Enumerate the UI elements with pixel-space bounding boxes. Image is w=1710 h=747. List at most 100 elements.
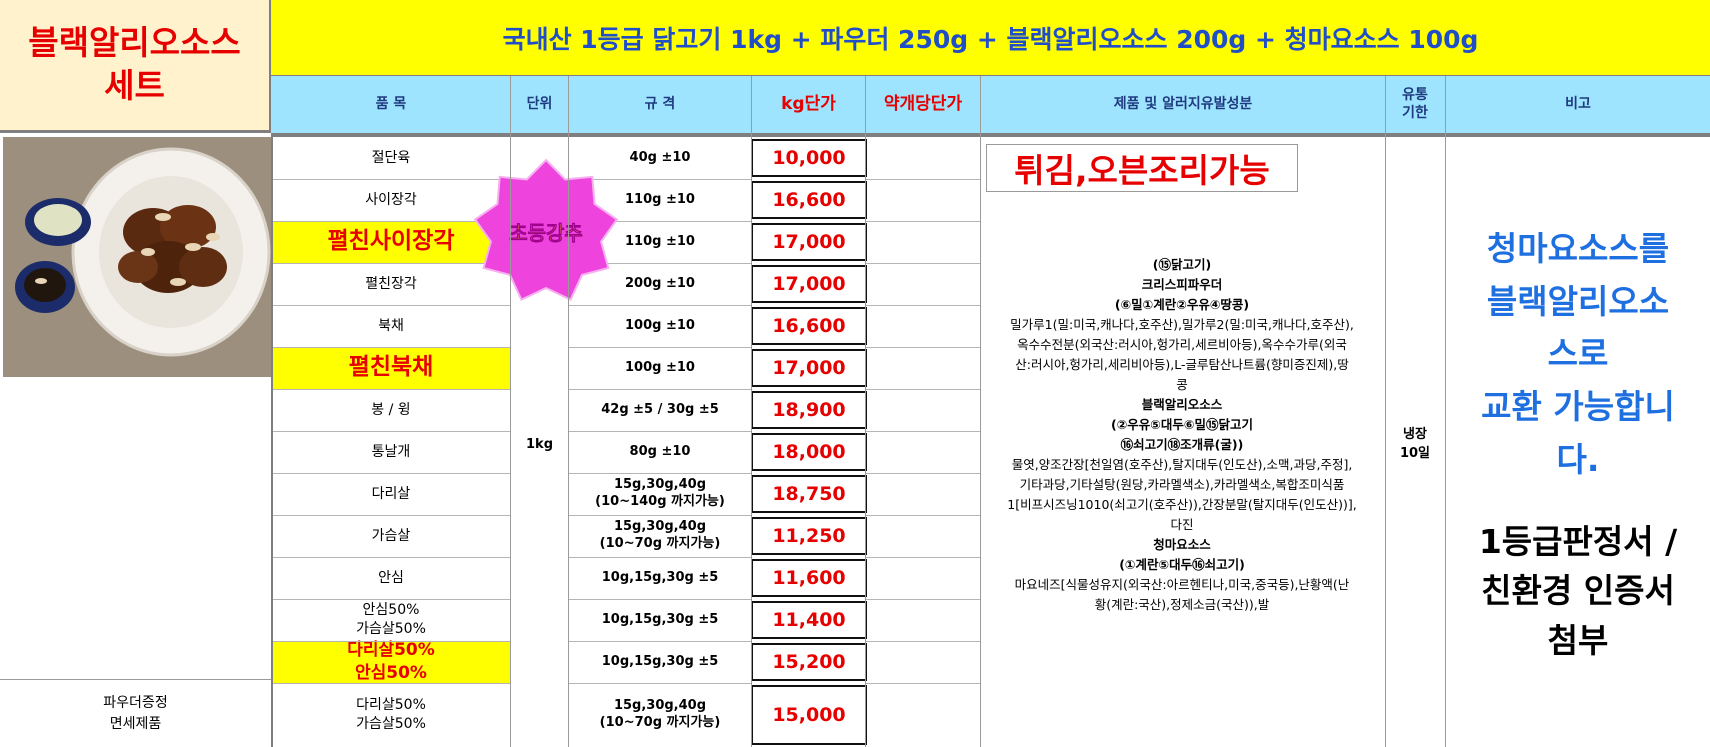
price-frame [751, 139, 867, 177]
note-blue-line: 스로 [1547, 334, 1609, 374]
allergen-line: 옥수수전분(외국산:러시아,헝가리,세르비아등),옥수수가루(외국 [1017, 337, 1347, 352]
grid-line [568, 76, 569, 747]
badge-star-icon: 초등강추 [473, 158, 619, 302]
header-shelf-line-2: 기한 [1402, 104, 1428, 121]
row-separator [272, 557, 510, 558]
header-shelf-life: 유통 기한 [1386, 76, 1444, 133]
row-spec-line: 110g ±10 [625, 233, 695, 249]
unit-value: 1kg [526, 436, 553, 452]
row-spec: 15g,30g,40g (10~70g 까지가능) [569, 515, 751, 557]
row-spec-line: 15g,30g,40g [613, 519, 707, 535]
row-item-line: 가슴살50% [356, 621, 426, 637]
allergen-line: (②우유⑤대두⑥밀⑮닭고기 [1111, 417, 1253, 432]
row-spec-line: 100g ±10 [625, 317, 695, 333]
row-kg-price: 10,000 [772, 147, 846, 169]
allergen-line: 1[비프시즈닝1010(쇠고기(호주산)),간장분말(탈지대두(인도산))], [1007, 497, 1357, 512]
row-kg-price: 17,000 [772, 231, 846, 253]
product-banner: 국내산 1등급 닭고기 1kg + 파우더 250g + 블랙알리오소스 200… [271, 0, 1710, 76]
row-spec-line: 10g,15g,30g ±5 [601, 611, 719, 627]
grid-line [1385, 76, 1386, 747]
row-spec: 10g,15g,30g ±5 [569, 557, 751, 599]
row-kg-price: 16,600 [772, 189, 846, 211]
header-spec: 규 격 [644, 95, 676, 112]
row-separator [272, 683, 510, 684]
allergen-line: 블랙알리오소스 [1141, 397, 1223, 412]
row-item-line: 다리살 [371, 485, 411, 502]
row-item-line: 안심50% [355, 663, 427, 683]
row-item-name: 펼친사이장각 [272, 221, 510, 263]
grid-line [1445, 76, 1446, 747]
row-item-line: 북채 [378, 317, 404, 334]
product-photo [3, 137, 271, 377]
allergen-info: (⑮닭고기) 크리스피파우더 (⑥밀①계란②우유④땅콩) 밀가루1(밀:미국,캐나다,… [981, 255, 1383, 615]
row-spec: 200g ±10 [569, 263, 751, 305]
row-spec-line: 10g,15g,30g ±5 [601, 653, 719, 669]
row-item-name: 봉 / 윙 [272, 389, 510, 431]
note-blue-line: 청마요소스를 [1486, 228, 1670, 268]
row-item-line: 다리살50% [356, 697, 426, 714]
row-separator [569, 389, 751, 390]
row-spec-line: 40g ±10 [629, 149, 691, 165]
set-title-line-1: 블랙알리오소스 [28, 23, 241, 63]
row-spec: 110g ±10 [569, 221, 751, 263]
row-spec: 42g ±5 / 30g ±5 [569, 389, 751, 431]
row-item-name: 안심 [272, 557, 510, 599]
row-kg-price: 18,900 [772, 399, 846, 421]
row-separator [866, 263, 980, 264]
header-note: 비고 [1565, 95, 1591, 112]
allergen-line: 황(계란:국산),정제소금(국산)),발 [1094, 597, 1270, 612]
shelf-life-line-1: 냉장 [1403, 426, 1427, 442]
row-spec-line: 10g,15g,30g ±5 [601, 569, 719, 585]
row-item-name: 절단육 [272, 137, 510, 179]
row-item-name: 북채 [272, 305, 510, 347]
certificate-note: 1등급판정서 / 친환경 인증서 첨부 [1479, 517, 1677, 666]
price-frame [751, 181, 867, 219]
badge-text: 초등강추 [509, 221, 583, 245]
row-item-line: 펼친사이장각 [327, 228, 455, 255]
allergen-line: 물엿,양조간장[천일염(호주산),탈지대두(인도산),소맥,과당,주정], [1011, 457, 1353, 472]
allergen-line: 밀가루1(밀:미국,캐나다,호주산),밀가루2(밀:미국,캐나다,호주산), [1010, 317, 1354, 332]
row-separator [272, 347, 510, 348]
row-separator [569, 305, 751, 306]
note-cell: 청마요소스를 블랙알리오소 스로 교환 가능합니 다. 1등급판정서 / 친환경 인증서 첨… [1446, 141, 1710, 747]
row-separator [569, 683, 751, 684]
note-black-line: 친환경 인증서 [1481, 571, 1675, 611]
row-separator [569, 179, 751, 180]
row-separator [866, 473, 980, 474]
row-spec: 15g,30g,40g (10~70g 까지가능) [569, 683, 751, 747]
shelf-life-line-2: 10일 [1399, 446, 1431, 461]
row-separator [866, 557, 980, 558]
row-spec: 80g ±10 [569, 431, 751, 473]
header-item: 품 목 [375, 95, 407, 112]
row-spec: 100g ±10 [569, 305, 751, 347]
allergen-line: 청마요소스 [1153, 537, 1211, 552]
row-separator [569, 221, 751, 222]
price-frame [751, 391, 867, 429]
row-separator [569, 473, 751, 474]
price-frame [751, 559, 867, 597]
row-item-name: 다리살50% 안심50% [272, 640, 510, 683]
row-item-line: 펼친장각 [365, 275, 417, 292]
row-item-line: 펼친북채 [348, 354, 434, 381]
row-separator [866, 599, 980, 600]
row-separator [569, 599, 751, 600]
row-spec: 10g,15g,30g ±5 [569, 599, 751, 641]
grid-line [865, 76, 866, 747]
note-blue-line: 교환 가능합니 [1481, 387, 1675, 427]
grid-line [751, 76, 752, 747]
row-separator [866, 389, 980, 390]
note-black-line: 첨부 [1547, 620, 1609, 660]
row-spec-line: 200g ±10 [625, 275, 695, 291]
row-spec-line: 15g,30g,40g [613, 477, 707, 493]
allergen-line: ⑯쇠고기⑱조개류(굴)) [1120, 437, 1244, 452]
row-kg-price: 18,000 [772, 441, 846, 463]
header-approx-price: 약개당단가 [883, 93, 963, 114]
row-separator [272, 179, 510, 180]
price-frame [751, 685, 867, 745]
row-kg-price: 15,000 [772, 704, 846, 726]
grid-line [510, 76, 511, 747]
row-kg-price: 17,000 [772, 357, 846, 379]
row-spec-line: 80g ±10 [629, 443, 691, 459]
row-separator [272, 431, 510, 432]
row-separator [272, 599, 510, 600]
